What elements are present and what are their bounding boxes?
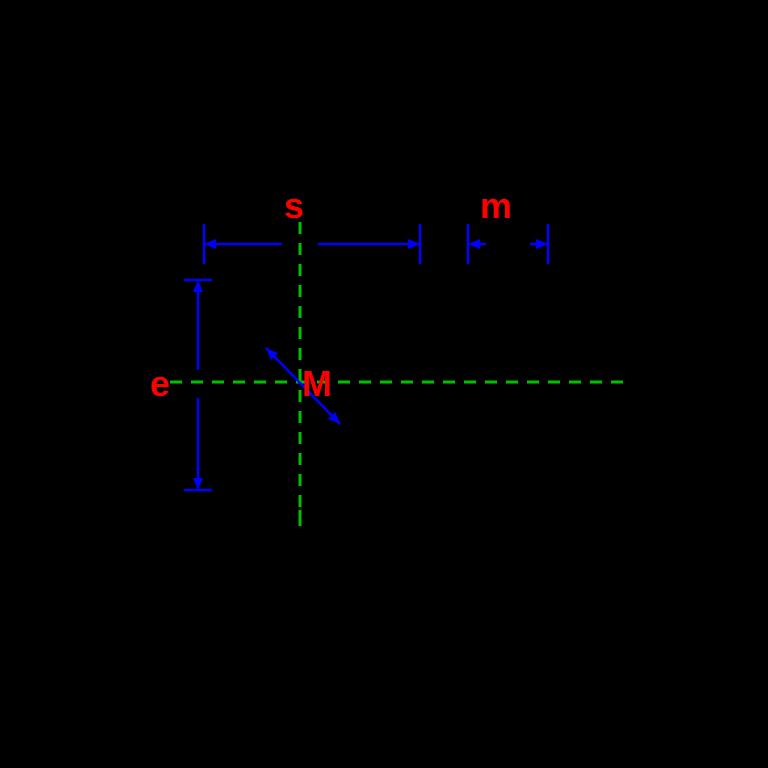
label-e: e: [150, 363, 170, 404]
label-s: s: [284, 185, 304, 226]
m-arrow-left: [468, 239, 480, 249]
engineering-dimension-diagram: s m e M: [0, 0, 768, 768]
m-arrow-right: [536, 239, 548, 249]
label-m: m: [480, 185, 512, 226]
e-arrow-bottom: [193, 478, 203, 490]
dimension-e: [184, 280, 212, 490]
e-arrow-top: [193, 280, 203, 292]
dimension-s: [204, 224, 420, 264]
s-arrow-left: [204, 239, 216, 249]
dimension-m: [468, 224, 548, 264]
label-M: M: [302, 363, 332, 404]
s-arrow-right: [408, 239, 420, 249]
